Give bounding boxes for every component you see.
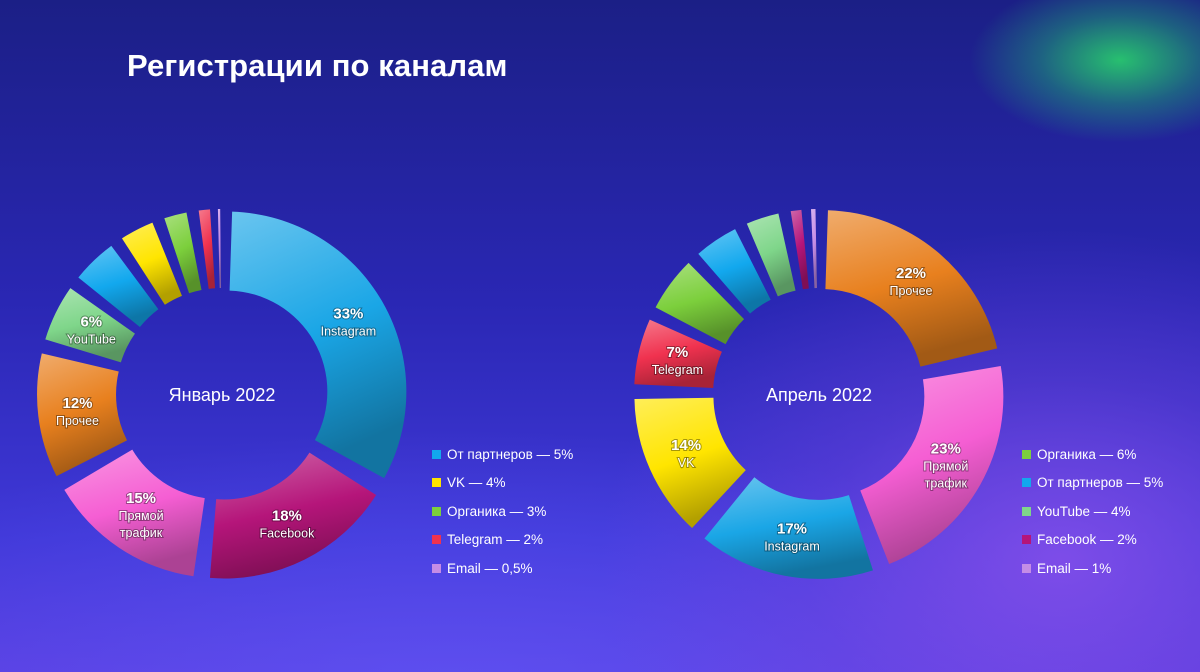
slice-name-label: Прочее (56, 414, 99, 428)
slice-прочее (825, 210, 998, 367)
slice-email (217, 209, 221, 289)
legend-apr: Органика — 6% От партнеров — 5% YouTube — … (1022, 440, 1163, 583)
slice-telegram (634, 319, 722, 389)
slice-percent-label: 22% (896, 265, 926, 282)
legend-swatch (1022, 506, 1031, 516)
slice-percent-label: 6% (80, 314, 102, 331)
legend-swatch (432, 563, 441, 573)
legend-label: Органика — 6% (1037, 446, 1137, 462)
slice-percent-label: 18% (272, 508, 302, 525)
legend-item: Email — 0,5% (432, 554, 573, 583)
slice-органика (164, 212, 202, 294)
legend-swatch (1022, 563, 1031, 573)
slice-органика (655, 262, 745, 345)
slice-facebook (209, 452, 377, 579)
slice-instagram (229, 211, 407, 479)
legend-item: Email — 1% (1022, 554, 1163, 583)
legend-swatch (432, 506, 441, 516)
legend-label: Email — 0,5% (447, 560, 533, 576)
legend-swatch (432, 478, 441, 488)
slice-percent-label: 33% (333, 305, 363, 322)
slice-name-label: Прямой (923, 459, 968, 473)
slice-name-label: Прямой (118, 509, 163, 523)
legend-item: YouTube — 4% (1022, 497, 1163, 526)
slide-title: Регистрации по каналам (127, 48, 508, 83)
legend-item: Органика — 6% (1022, 440, 1163, 469)
slice-percent-label: 14% (671, 437, 701, 454)
slice-name-label: Telegram (652, 363, 703, 377)
slice-name-label: VK (678, 456, 695, 470)
slice-name-label: Facebook (259, 527, 315, 541)
slice-percent-label: 23% (931, 440, 961, 457)
legend-swatch (432, 449, 441, 459)
slice-name-label: Instagram (321, 324, 377, 338)
slice-прочее (37, 353, 127, 477)
slice-youtube (45, 288, 135, 363)
legend-item: VK — 4% (432, 469, 573, 498)
slice-email (811, 209, 817, 289)
slice-name-label: Прочее (889, 284, 932, 298)
legend-swatch (1022, 535, 1031, 545)
legend-label: Facebook — 2% (1037, 532, 1137, 548)
slice-от-партнеров (78, 245, 159, 328)
legend-label: Telegram — 2% (447, 532, 544, 548)
slice-name-label: трафик (120, 526, 163, 540)
legend-swatch (1022, 478, 1031, 488)
legend-item: От партнеров — 5% (432, 440, 573, 469)
legend-swatch (1022, 449, 1031, 459)
legend-label: VK — 4% (447, 475, 506, 491)
legend-jan: От партнеров — 5% VK — 4% Органика — 3% Tel… (432, 440, 573, 583)
slice-от-партнеров (698, 229, 771, 314)
slice-percent-label: 15% (126, 490, 156, 507)
slice-name-label: трафик (925, 476, 968, 490)
donut-chart-jan: 33% Instagram 18% Facebook 15% Прямой трафик 12… (37, 209, 407, 579)
slice-percent-label: 7% (667, 344, 689, 361)
legend-item: Facebook — 2% (1022, 526, 1163, 555)
slice-percent-label: 12% (62, 395, 92, 412)
slice-vk (634, 397, 746, 529)
legend-item: Telegram — 2% (432, 526, 573, 555)
slice-name-label: YouTube (67, 333, 116, 347)
slice-name-label: Instagram (764, 540, 820, 554)
slice-прямой-трафик (64, 449, 205, 577)
donut-chart-apr: 22% Прочее 23% Прямой трафик 17% Instagram 14% V… (634, 209, 1004, 579)
legend-swatch (432, 535, 441, 545)
slice-youtube (746, 213, 796, 297)
legend-label: Email — 1% (1037, 560, 1112, 576)
chart-center-title: Январь 2022 (169, 385, 276, 405)
slice-percent-label: 17% (777, 521, 807, 538)
legend-label: От партнеров — 5% (1037, 475, 1164, 491)
legend-label: Органика — 3% (447, 503, 547, 519)
slice-vk (121, 222, 182, 305)
chart-center-title: Апрель 2022 (766, 385, 872, 405)
slice-instagram (704, 477, 873, 579)
slice-facebook (790, 209, 809, 290)
legend-label: От партнеров — 5% (447, 446, 574, 462)
legend-item: Органика — 3% (432, 497, 573, 526)
slice-прямой-трафик (860, 366, 1004, 564)
slice-telegram (198, 209, 216, 289)
legend-item: От партнеров — 5% (1022, 469, 1163, 498)
legend-label: YouTube — 4% (1037, 503, 1131, 519)
